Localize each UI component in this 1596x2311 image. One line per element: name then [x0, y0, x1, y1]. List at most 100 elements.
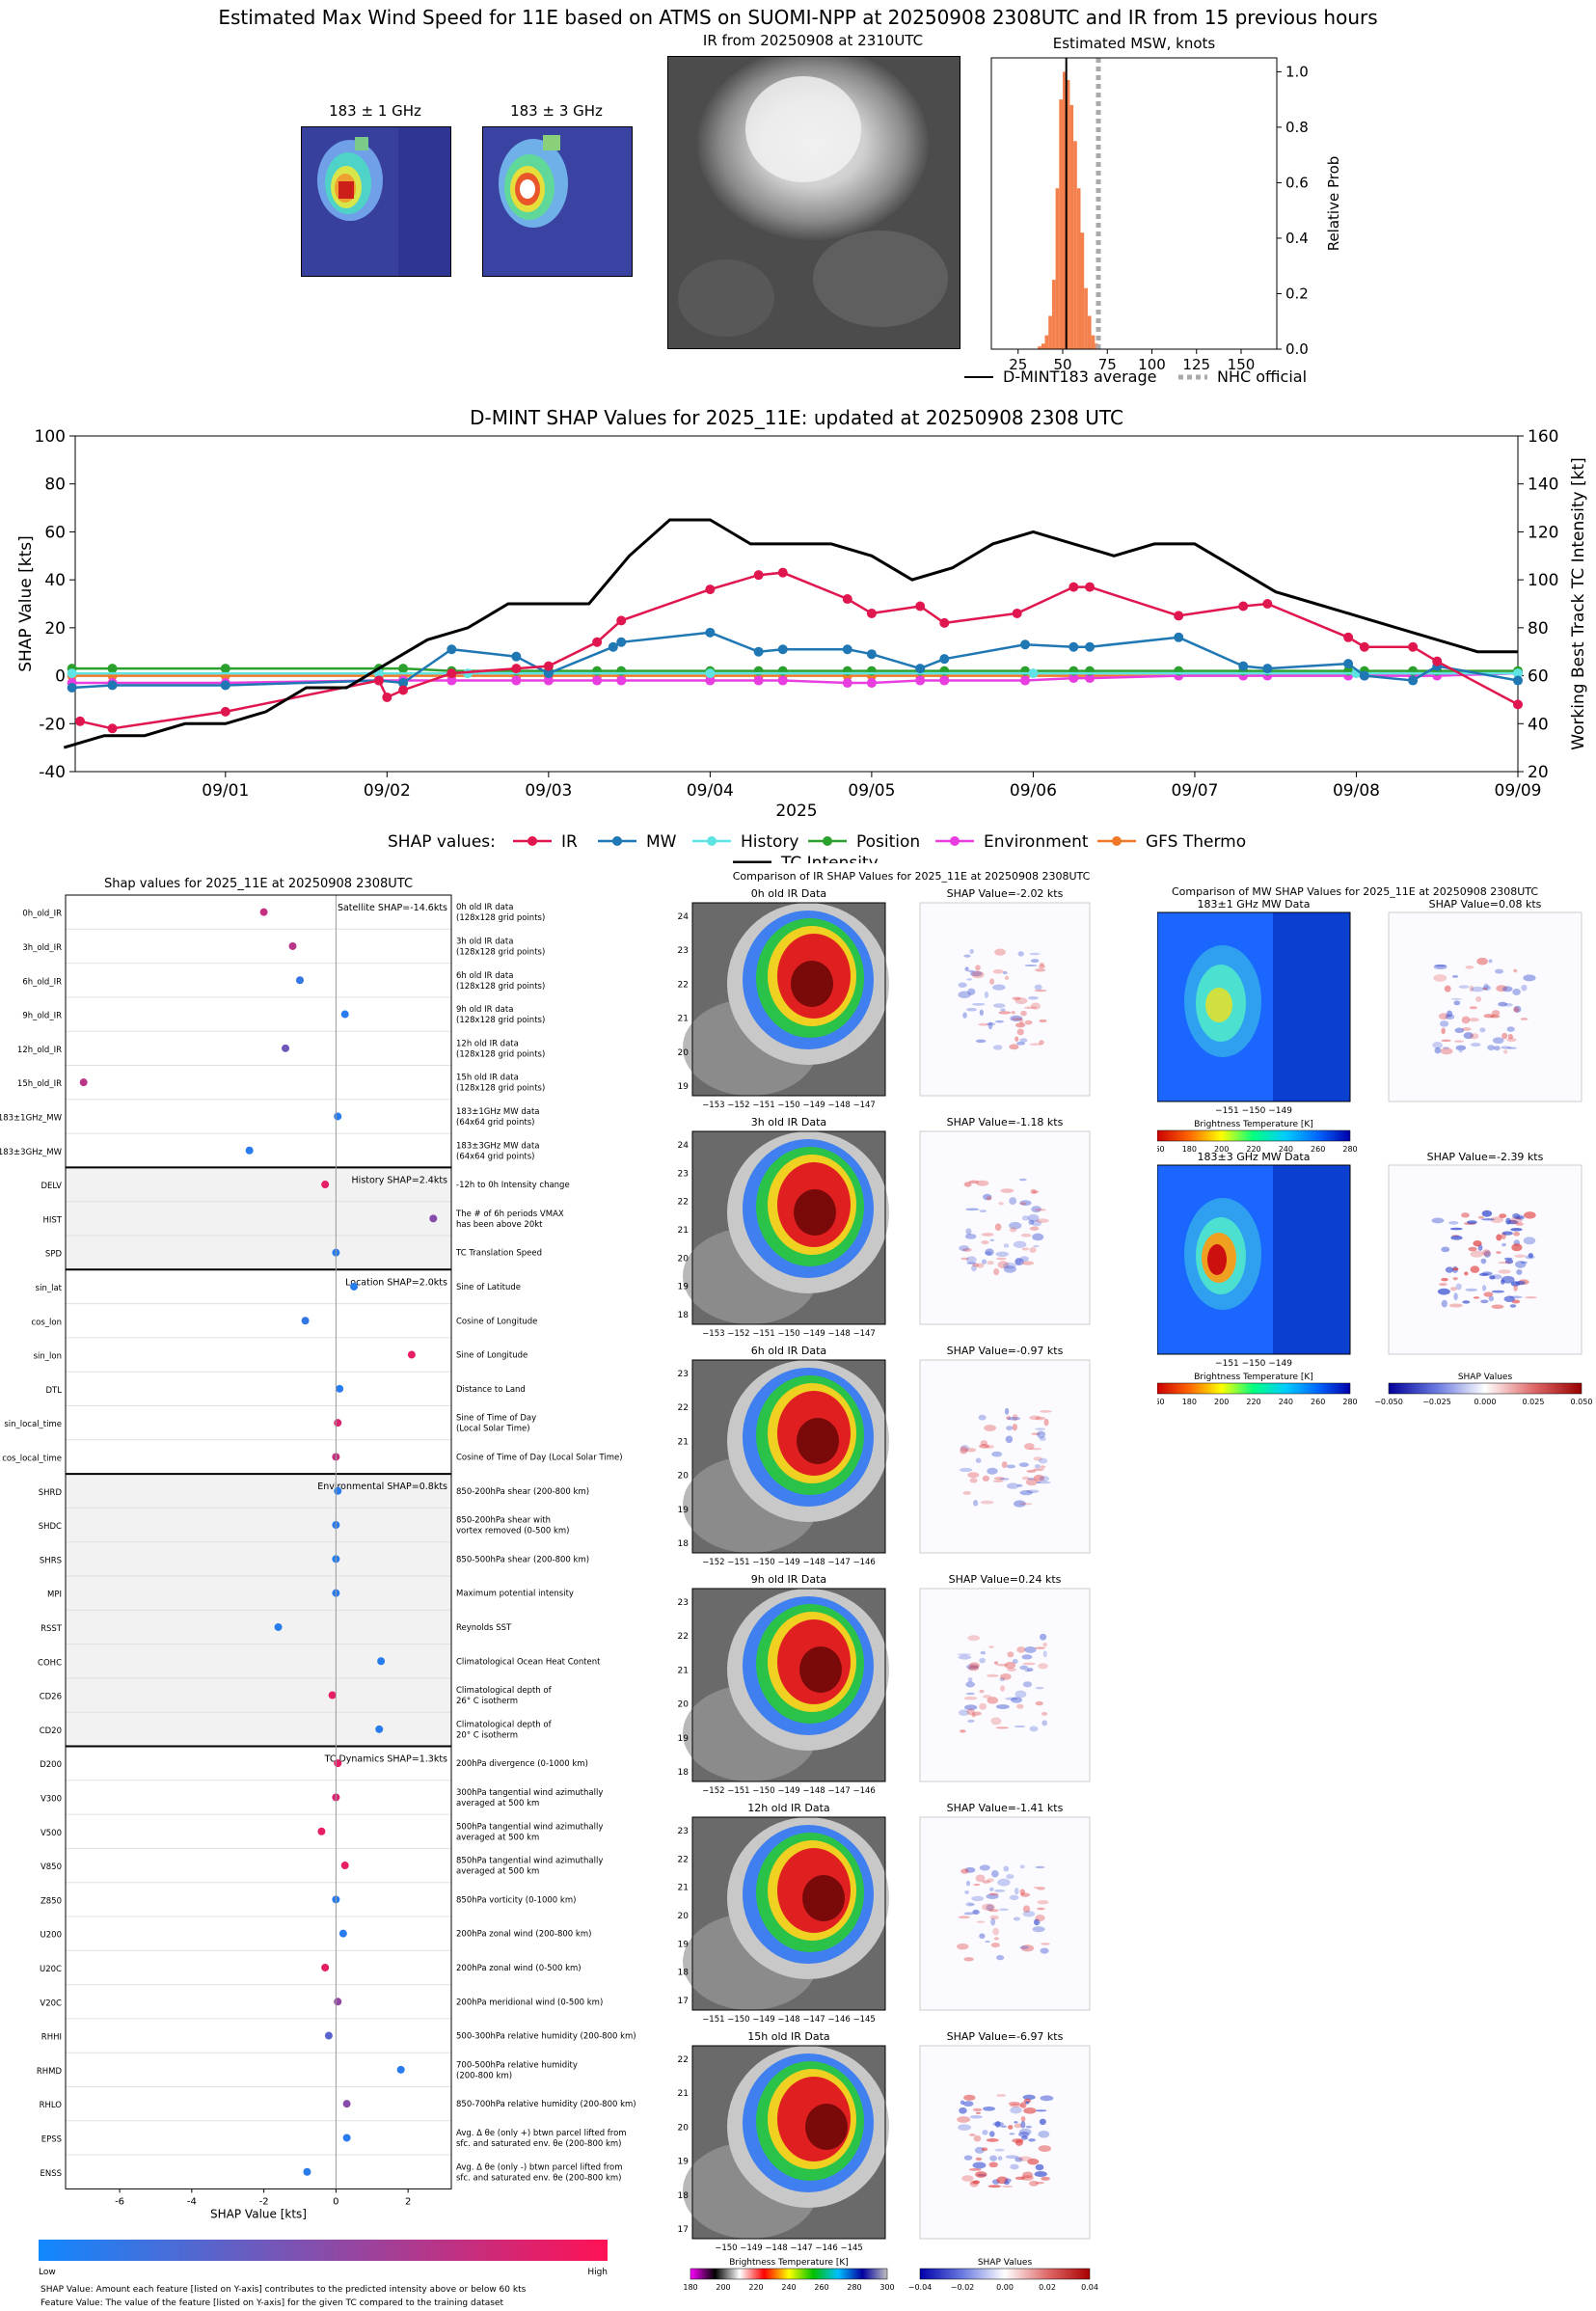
- mw-dark-band: [1273, 1165, 1350, 1354]
- shap-blob: [1014, 1725, 1026, 1728]
- shap-blob: [1006, 1426, 1014, 1430]
- shap-blob: [1000, 1188, 1014, 1193]
- feat-point: [321, 1963, 330, 1971]
- shap-blob: [1034, 1464, 1041, 1469]
- shap-blob: [1019, 1256, 1029, 1263]
- shap-blob: [983, 2106, 996, 2111]
- shap-blob: [1033, 1244, 1040, 1248]
- shap-blob: [960, 1868, 969, 1874]
- shap-blob: [1029, 1226, 1040, 1231]
- shap-blob: [1507, 1033, 1513, 1040]
- ir-shap-colorbar-tick-label: −0.02: [951, 2283, 975, 2292]
- feat-point: [245, 1146, 254, 1155]
- shap-blob: [1433, 974, 1447, 982]
- shap-blob: [1441, 1039, 1451, 1043]
- ts-y-tick-label: -20: [39, 715, 66, 734]
- mw-bt-colorbar-label: Brightness Temperature [K]: [1194, 1120, 1313, 1129]
- ir-x-tick-labels: −153 −152 −151 −150 −149 −148 −147: [702, 1329, 876, 1339]
- shap-blob: [1513, 1232, 1521, 1237]
- mw-bt-colorbar-tick-label: 200: [1214, 1398, 1229, 1406]
- shap-blob: [1029, 1415, 1041, 1421]
- shap-blob: [1439, 1282, 1447, 1287]
- feat-desc-label: TC Translation Speed: [455, 1249, 542, 1259]
- hist-bar: [1055, 188, 1060, 349]
- shap-blob: [1004, 975, 1010, 980]
- shap-blob: [1019, 1490, 1033, 1496]
- ts-point-ir: [543, 661, 554, 671]
- feat-name-label: sin_lon: [34, 1352, 62, 1362]
- ir-comparison-panel: Comparison of IR SHAP Values for 2025_11…: [678, 870, 1098, 2292]
- feat-point: [334, 1419, 342, 1427]
- feat-name-label: V500: [41, 1829, 62, 1838]
- ir-y-tick-label: 19: [678, 1506, 690, 1515]
- shap-blob: [963, 1912, 975, 1916]
- shap-blob: [1011, 1011, 1016, 1015]
- shap-blob: [985, 1251, 992, 1256]
- ts-point-history: [1028, 668, 1039, 679]
- ir-y-tick-label: 19: [678, 1082, 690, 1092]
- feat-footnote-2: Feature Value: The value of the feature …: [41, 2298, 503, 2308]
- shap-blob: [967, 1677, 973, 1683]
- feat-group-label: TC Dynamics SHAP=1.3kts: [324, 1754, 447, 1765]
- shap-blob: [1030, 959, 1040, 964]
- ir-y-tick-label: 23: [678, 1169, 689, 1179]
- ts-point-environment: [939, 675, 950, 686]
- feat-desc-label: 183±1GHz MW data: [456, 1107, 539, 1117]
- shap-blob: [987, 1878, 994, 1883]
- shap-blob: [1469, 1006, 1477, 1010]
- shap-background: [919, 902, 1091, 1097]
- feat-name-label: 3h_old_IR: [22, 943, 62, 953]
- shap-blob: [1018, 2156, 1033, 2161]
- legend-avg-label: D-MINT183 average: [1003, 367, 1156, 386]
- feat-point: [288, 941, 297, 950]
- shap-blob: [966, 1664, 980, 1670]
- shap-blob: [961, 1247, 972, 1252]
- shap-blob: [1449, 1227, 1463, 1231]
- legend-marker-mw: [612, 836, 622, 846]
- shap-blob: [1041, 2176, 1050, 2181]
- ir-y-tick-label: 19: [678, 2158, 690, 2167]
- ir-data-frame: [691, 1130, 886, 1325]
- ts-y-tick-label: 60: [44, 523, 66, 542]
- feat-point: [396, 2065, 405, 2074]
- shap-blob: [1004, 1407, 1010, 1415]
- ts-y2-axis-label: Working Best Track TC Intensity [kt]: [1569, 457, 1588, 750]
- shap-blob: [1019, 1889, 1025, 1895]
- shap-blob: [1482, 988, 1488, 991]
- ir-y-tick-label: 17: [678, 2225, 689, 2235]
- shap-blob: [988, 2131, 995, 2137]
- shap-blob: [1014, 1690, 1027, 1699]
- ir-y-tick-label: 22: [678, 1198, 689, 1208]
- ts-point-ir: [842, 594, 852, 605]
- mw-bt-colorbar-tick-label: 220: [1246, 1145, 1260, 1154]
- ts-point-ir: [705, 585, 716, 595]
- ts-point-mw: [543, 668, 554, 679]
- shap-blob: [1513, 1005, 1522, 1013]
- feat-x-tick-label: 0: [333, 2196, 338, 2207]
- shap-blob: [1025, 1478, 1038, 1486]
- shap-blob: [971, 1002, 986, 1006]
- shap-blob: [1496, 1234, 1502, 1241]
- ts-point-environment: [543, 675, 554, 686]
- shap-blob: [987, 1021, 993, 1030]
- shap-blob: [1506, 1026, 1515, 1032]
- shap-blob: [960, 1729, 966, 1733]
- ir-y-tick-label: 21: [678, 1015, 689, 1024]
- ts-x-tick-label: 09/01: [202, 781, 249, 801]
- shap-blob: [1461, 1212, 1470, 1218]
- shap-blob: [1009, 1221, 1022, 1230]
- feat-name-label: 183±1GHz_MW: [0, 1113, 63, 1123]
- shap-blob: [1490, 1216, 1504, 1223]
- ts-point-ir: [1069, 582, 1079, 592]
- shap-blob: [1008, 2125, 1014, 2130]
- shap-blob: [1491, 1290, 1505, 1293]
- shap-blob: [1034, 989, 1047, 992]
- shap-blob: [1014, 2157, 1023, 2162]
- ir-data-frame: [691, 1816, 886, 2011]
- shap-background: [919, 2045, 1091, 2240]
- feat-desc-label: 850-500hPa shear (200-800 km): [456, 1555, 589, 1564]
- ts-y2-tick-label: 160: [1528, 427, 1558, 447]
- shap-blob: [1019, 1945, 1029, 1949]
- ir-shap-title: SHAP Value=-1.18 kts: [947, 1116, 1064, 1128]
- ts-point-mw: [1085, 641, 1096, 652]
